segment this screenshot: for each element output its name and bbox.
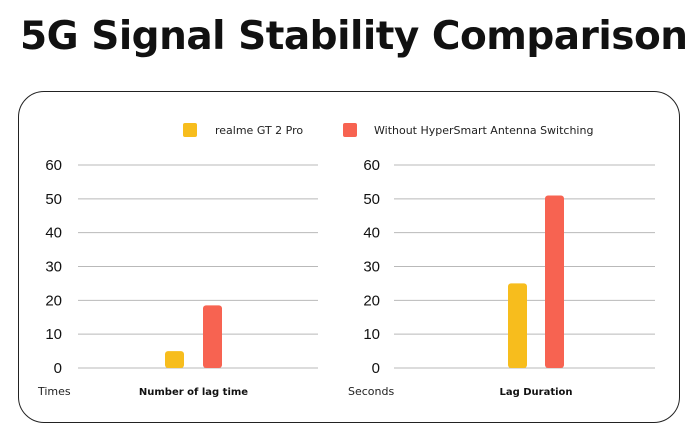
bar-lag-duration-without [545, 195, 564, 368]
bar-lag-duration-realme [508, 283, 527, 368]
y-tick-label-lag-duration-30: 30 [363, 259, 380, 276]
unit-label-lag-duration: Seconds [348, 385, 394, 398]
y-tick-label-lag-count-40: 40 [45, 225, 62, 242]
y-tick-label-lag-count-0: 0 [54, 360, 62, 377]
x-category-label-lag-duration: Lag Duration [499, 387, 572, 398]
y-tick-label-lag-duration-20: 20 [363, 292, 380, 309]
unit-label-lag-count: Times [37, 385, 71, 398]
legend-swatch-without [343, 123, 357, 137]
page-title: 5G Signal Stability Comparison [20, 14, 688, 59]
legend-item-without: Without HyperSmart Antenna Switching [343, 123, 593, 137]
y-tick-label-lag-duration-50: 50 [363, 191, 380, 208]
y-tick-label-lag-count-50: 50 [45, 191, 62, 208]
y-tick-label-lag-duration-60: 60 [363, 157, 380, 174]
chart-card [18, 91, 680, 423]
y-tick-label-lag-count-10: 10 [45, 326, 62, 343]
legend-item-realme: realme GT 2 Pro [183, 123, 303, 137]
legend-swatch-realme [183, 123, 197, 137]
y-tick-label-lag-count-60: 60 [45, 157, 62, 174]
chart-lag-duration: 0 10 20 30 40 50 60 Seconds Lag Duration [348, 157, 655, 398]
x-category-label-lag-count: Number of lag time [139, 387, 248, 398]
y-tick-label-lag-duration-10: 10 [363, 326, 380, 343]
y-tick-label-lag-count-30: 30 [45, 259, 62, 276]
legend-label-without: Without HyperSmart Antenna Switching [374, 124, 593, 137]
legend-label-realme: realme GT 2 Pro [215, 124, 303, 137]
bar-lag-count-realme [165, 351, 184, 368]
bar-lag-count-without [203, 305, 222, 368]
chart-number-of-lag-time: 0 10 20 30 40 50 60 Times Number of lag time [37, 157, 318, 398]
y-tick-label-lag-duration-40: 40 [363, 225, 380, 242]
y-tick-label-lag-count-20: 20 [45, 292, 62, 309]
legend: realme GT 2 Pro Without HyperSmart Anten… [183, 123, 593, 137]
y-tick-label-lag-duration-0: 0 [372, 360, 380, 377]
